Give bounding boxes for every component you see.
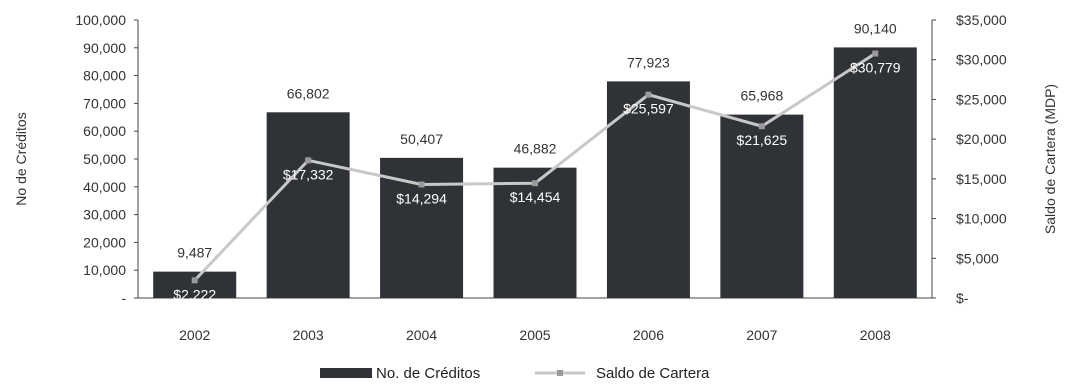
legend-label-line: Saldo de Cartera xyxy=(596,365,710,382)
data-labels: 9,487 66,802 50,407 46,882 77,923 65,968 90,14… xyxy=(173,20,901,302)
legend-label-bars: No. de Créditos xyxy=(376,365,480,382)
y-tick-label: 40,000 xyxy=(83,179,126,195)
line-series xyxy=(191,50,879,284)
y-axis-title: No de Créditos xyxy=(13,112,29,205)
line-point xyxy=(418,181,425,188)
legend-swatch-marker xyxy=(557,370,563,376)
bar-value-label: 90,140 xyxy=(854,20,897,36)
bar xyxy=(493,167,577,298)
y2-tick-label: $25,000 xyxy=(956,91,1007,107)
y-tick-label: 90,000 xyxy=(83,40,126,56)
y-tick-label: 10,000 xyxy=(83,262,126,278)
line-value-label: $2,222 xyxy=(173,286,216,302)
bar-value-label: 65,968 xyxy=(740,88,783,104)
line-value-label: $14,454 xyxy=(510,189,561,205)
x-tick-label: 2007 xyxy=(746,327,777,343)
bar xyxy=(720,114,804,298)
line-point xyxy=(191,277,198,284)
bar xyxy=(833,47,917,299)
line-value-label: $17,332 xyxy=(283,166,334,182)
line-value-label: $21,625 xyxy=(737,132,788,148)
bar xyxy=(153,271,237,298)
bar-value-label: 77,923 xyxy=(627,54,670,70)
line-point xyxy=(645,91,652,98)
y-tick-label: 80,000 xyxy=(83,68,126,84)
x-tick-label: 2008 xyxy=(860,327,891,343)
y2-tick-label: $15,000 xyxy=(956,171,1007,187)
y-tick-label: - xyxy=(121,290,126,306)
y-tick-label: 60,000 xyxy=(83,123,126,139)
right-axis-ticks: $- $5,000 $10,000 $15,000 $20,000 $25,000 $30,… xyxy=(932,12,1007,306)
y2-tick-label: $35,000 xyxy=(956,12,1007,28)
bar-value-label: 50,407 xyxy=(400,131,443,147)
bar xyxy=(380,157,464,298)
y2-tick-label: $30,000 xyxy=(956,52,1007,68)
y2-tick-label: $- xyxy=(956,290,969,306)
y-tick-label: 30,000 xyxy=(83,207,126,223)
x-axis-ticks: 2002 2003 2004 2005 2006 2007 2008 xyxy=(179,327,891,343)
y2-tick-label: $10,000 xyxy=(956,211,1007,227)
legend-swatch-bars xyxy=(320,368,372,378)
line-value-label: $14,294 xyxy=(396,190,447,206)
line-point xyxy=(758,123,765,130)
line-value-label: $25,597 xyxy=(623,101,674,117)
bar-value-label: 66,802 xyxy=(287,85,330,101)
y2-axis-title: Saldo de Cartera (MDP) xyxy=(1042,84,1058,234)
line-value-label: $30,779 xyxy=(850,60,901,76)
x-tick-label: 2004 xyxy=(406,327,437,343)
line-point xyxy=(532,180,538,187)
y-tick-label: 50,000 xyxy=(83,151,126,167)
bar-value-label: 9,487 xyxy=(177,245,212,261)
y2-tick-label: $5,000 xyxy=(956,250,999,266)
bar xyxy=(266,112,350,299)
bar-series xyxy=(153,47,917,299)
legend: No. de Créditos Saldo de Cartera xyxy=(320,365,710,382)
x-tick-label: 2002 xyxy=(179,327,210,343)
y-tick-label: 100,000 xyxy=(75,12,126,28)
left-axis-ticks: - 10,000 20,000 30,000 40,000 50,000 60,000 70,… xyxy=(75,12,138,306)
line-point xyxy=(872,50,879,57)
x-tick-label: 2005 xyxy=(519,327,550,343)
line-point xyxy=(305,157,312,164)
bar-value-label: 46,882 xyxy=(514,141,557,157)
y2-tick-label: $20,000 xyxy=(956,131,1007,147)
y-tick-label: 20,000 xyxy=(83,234,126,250)
y-tick-label: 70,000 xyxy=(83,95,126,111)
x-tick-label: 2003 xyxy=(293,327,324,343)
x-tick-label: 2006 xyxy=(633,327,664,343)
